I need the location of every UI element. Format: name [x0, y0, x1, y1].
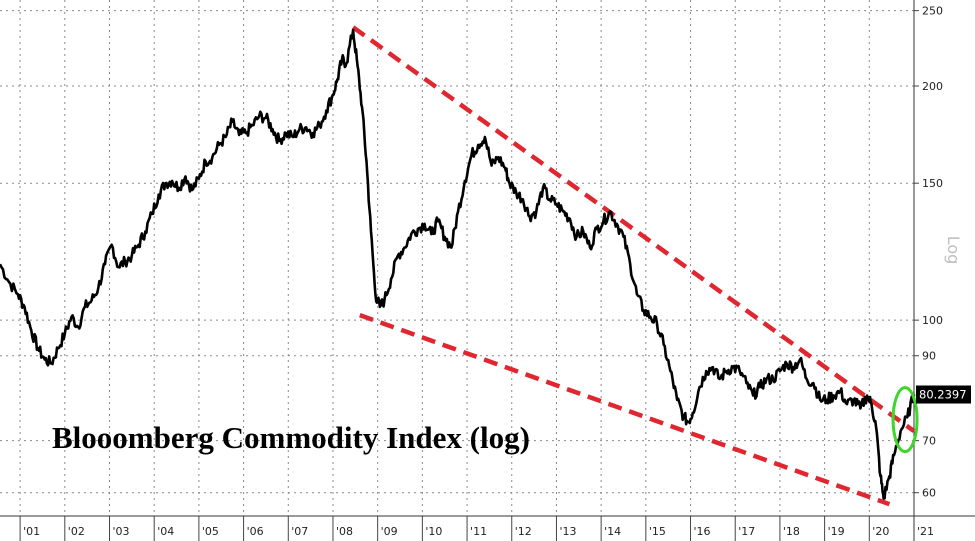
x-tick-label: '04: [157, 525, 174, 538]
x-tick-label: '15: [649, 525, 666, 538]
trend-line-upper: [351, 25, 916, 433]
x-tick-label: '11: [470, 525, 487, 538]
y-tick-label: 250: [922, 5, 943, 18]
x-tick-label: '20: [872, 525, 889, 538]
axis-labels: 250 200 150 100 90 70 60 '01 '02 '03 '04 '05 '06 '07 '…: [23, 5, 971, 538]
series-line: [0, 28, 916, 500]
x-tick-label: '18: [783, 525, 800, 538]
x-tick-label: '17: [738, 525, 755, 538]
y-tick-label: 150: [922, 177, 943, 190]
y-tick-label: 200: [922, 80, 943, 93]
x-tick-label: '09: [381, 525, 398, 538]
x-tick-label: '12: [515, 525, 532, 538]
y-tick-label: 70: [922, 435, 936, 448]
x-tick-label: '14: [604, 525, 621, 538]
x-tick-label: '13: [559, 525, 576, 538]
x-tick-label: '07: [291, 525, 308, 538]
x-tick-label: '02: [68, 525, 85, 538]
x-tick-label: '08: [336, 525, 353, 538]
x-tick-label: '16: [694, 525, 711, 538]
y-tick-label: 100: [922, 314, 943, 327]
chart-title: Blooomberg Commodity Index (log): [52, 420, 530, 455]
highlight-ellipse: [891, 386, 919, 454]
x-tick-label: '01: [23, 525, 40, 538]
series: [0, 28, 916, 500]
y-scale-label: Log: [944, 236, 963, 265]
x-tick-label: '03: [113, 525, 130, 538]
grid: [0, 0, 914, 516]
x-tick-label: '06: [247, 525, 264, 538]
trend-line-lower: [359, 312, 891, 507]
last-value-box: [916, 385, 971, 404]
x-tick-label: '21: [917, 525, 934, 538]
y-tick-label: 90: [922, 350, 936, 363]
x-tick-label: '10: [425, 525, 442, 538]
x-tick-label: '05: [202, 525, 219, 538]
y-tick-label: 60: [922, 487, 936, 500]
highlight: [891, 386, 919, 454]
x-tick-label: '19: [828, 525, 845, 538]
trend-lines: [351, 25, 916, 507]
last-value-label: 80.2397: [919, 388, 967, 402]
